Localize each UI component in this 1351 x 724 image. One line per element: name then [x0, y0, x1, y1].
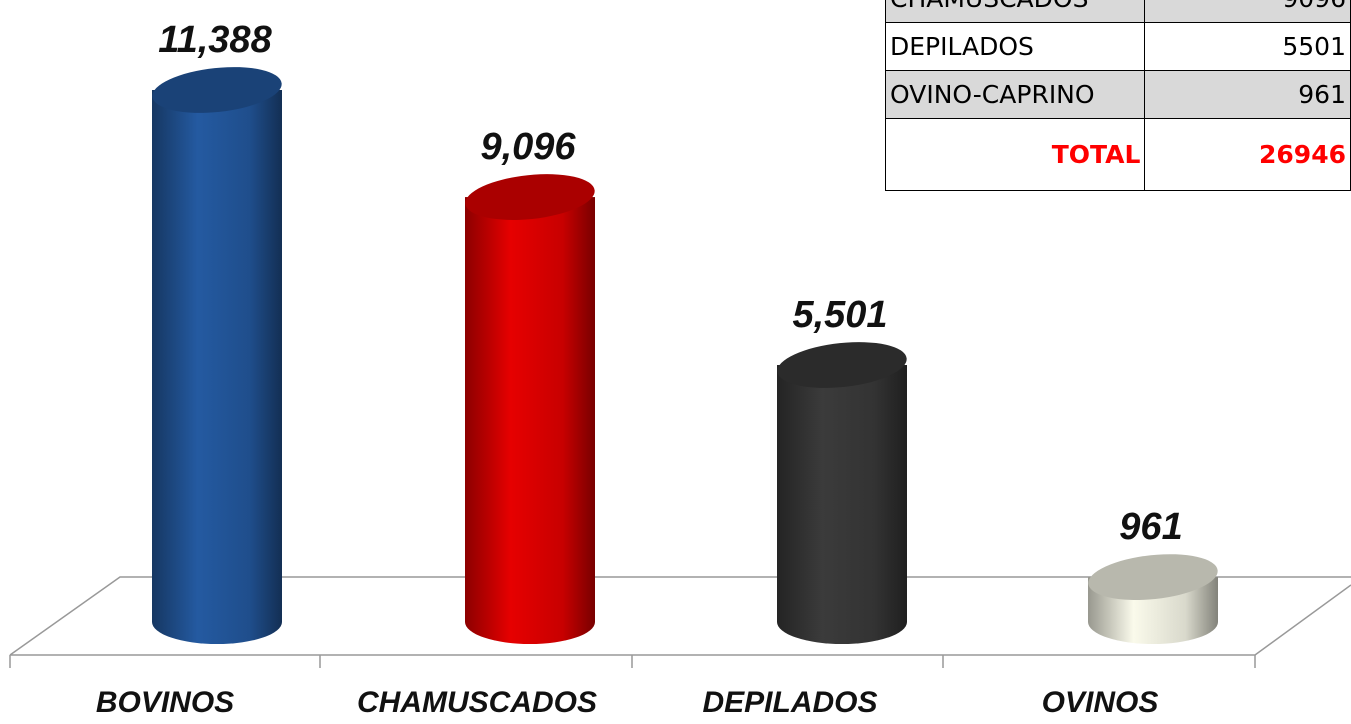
bar-top	[152, 67, 282, 113]
bar-body	[152, 90, 282, 622]
bar-top	[465, 174, 595, 220]
table-cell: 26946	[1144, 118, 1351, 191]
table-cell: CHAMUSCADOS	[884, 0, 1146, 23]
floor	[9, 576, 1351, 668]
table-row: DEPILADOS 5501	[884, 22, 1351, 71]
bar	[465, 174, 595, 644]
table-cell: 9096	[1144, 0, 1351, 23]
value-label: 961	[1119, 506, 1182, 548]
bar-body	[777, 365, 907, 622]
table-row: OVINO-CAPRINO 961	[884, 70, 1351, 119]
x-tick-label: CHAMUSCADOS	[357, 686, 597, 719]
table-cell: 961	[1144, 70, 1351, 119]
bar-top	[777, 342, 907, 388]
table-cell: OVINO-CAPRINO	[884, 70, 1146, 119]
bar-top	[1088, 554, 1218, 601]
summary-table: CHAMUSCADOS9096DEPILADOS5501OVINO-CAPRIN…	[884, 0, 1351, 191]
bar	[777, 342, 907, 644]
table-cell: TOTAL	[884, 118, 1146, 191]
table-cell: DEPILADOS	[884, 22, 1146, 71]
value-label: 11,388	[158, 19, 272, 61]
x-tick-label: DEPILADOS	[702, 686, 877, 719]
x-tick-label: BOVINOS	[96, 686, 234, 719]
bar	[1088, 554, 1218, 644]
value-label: 5,501	[792, 294, 887, 336]
value-label: 9,096	[480, 126, 576, 168]
bar	[152, 67, 282, 644]
bar-body	[465, 197, 595, 623]
x-tick-label: OVINOS	[1042, 686, 1159, 719]
table-cell: 5501	[1144, 22, 1351, 71]
table-row: CHAMUSCADOS9096	[884, 0, 1351, 23]
table-row: TOTAL 26946	[884, 118, 1351, 191]
